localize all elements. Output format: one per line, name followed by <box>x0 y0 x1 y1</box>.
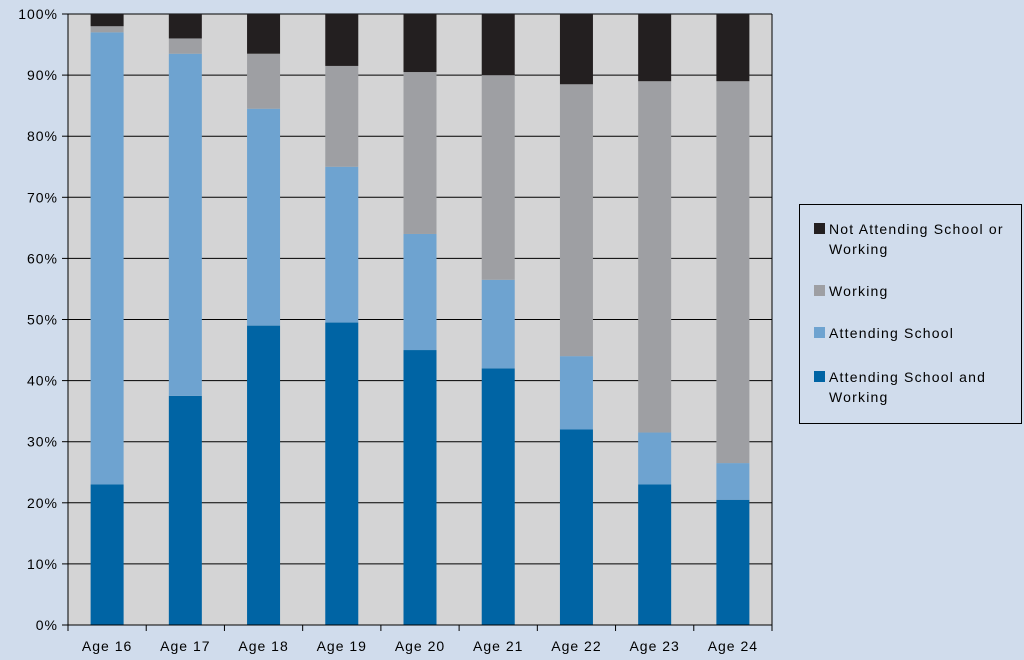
y-tick-label: 10% <box>27 556 58 572</box>
legend-item-working: Working <box>814 281 1019 301</box>
x-tick-label: Age 23 <box>629 638 679 654</box>
y-tick-label: 50% <box>27 312 58 328</box>
bar-segment <box>559 429 593 625</box>
bar-segment <box>247 325 281 625</box>
y-tick-label: 60% <box>27 250 58 266</box>
x-tick-label: Age 22 <box>551 638 601 654</box>
bar-segment <box>90 484 124 625</box>
legend-item-not-attending: Not Attending School or Working <box>814 219 1019 259</box>
y-tick-label: 100% <box>18 6 58 22</box>
y-tick-label: 90% <box>27 67 58 83</box>
bar-segment <box>90 32 124 485</box>
legend-swatch <box>814 285 825 296</box>
bar-segment <box>481 279 515 369</box>
bar-segment <box>481 368 515 625</box>
x-tick-label: Age 18 <box>238 638 288 654</box>
bar-segment <box>716 463 750 500</box>
bar-segment <box>168 395 202 625</box>
x-tick-label: Age 16 <box>82 638 132 654</box>
legend-item-attending-school: Attending School <box>814 323 1019 343</box>
bar-segment <box>716 81 750 464</box>
bar-segment <box>716 14 750 82</box>
legend-label: Attending School <box>829 325 955 341</box>
bar-segment <box>481 14 515 76</box>
bar-segment <box>90 26 124 33</box>
bar-segment <box>638 81 672 433</box>
bar-segment <box>325 322 359 625</box>
bar-segment <box>168 38 202 54</box>
bar-segment <box>247 108 281 326</box>
y-tick-label: 30% <box>27 434 58 450</box>
bar-segment <box>403 72 437 234</box>
bar-segment <box>638 484 672 625</box>
bar-segment <box>638 14 672 82</box>
legend-label: Not Attending School or Working <box>829 221 1004 257</box>
bar-segment <box>403 14 437 73</box>
bar-segment <box>247 14 281 54</box>
bar-segment <box>716 499 750 625</box>
bar-segment <box>325 14 359 66</box>
legend-label: Working <box>829 283 889 299</box>
x-tick-label: Age 19 <box>317 638 367 654</box>
x-tick-label: Age 24 <box>708 638 758 654</box>
bar-segment <box>90 14 124 27</box>
bar-segment <box>559 84 593 357</box>
y-tick-label: 0% <box>36 617 58 633</box>
chart-legend: Not Attending School or Working Working … <box>799 204 1022 424</box>
bar-segment <box>325 65 359 167</box>
x-tick-label: Age 17 <box>160 638 210 654</box>
bar-segment <box>638 432 672 485</box>
legend-swatch <box>814 371 825 382</box>
legend-label: Attending School and Working <box>829 369 987 405</box>
y-tick-label: 80% <box>27 128 58 144</box>
legend-swatch <box>814 327 825 338</box>
y-tick-label: 70% <box>27 189 58 205</box>
bar-segment <box>559 14 593 85</box>
legend-swatch <box>814 223 825 234</box>
legend-item-attending-and-working: Attending School and Working <box>814 367 1019 407</box>
x-tick-label: Age 21 <box>473 638 523 654</box>
bar-segment <box>403 233 437 351</box>
x-tick-label: Age 20 <box>395 638 445 654</box>
y-tick-label: 40% <box>27 373 58 389</box>
bar-segment <box>403 350 437 625</box>
bar-segment <box>247 53 281 109</box>
bar-segment <box>325 166 359 323</box>
bar-segment <box>481 75 515 280</box>
bar-segment <box>168 53 202 396</box>
bar-segment <box>559 356 593 430</box>
y-tick-label: 20% <box>27 495 58 511</box>
bar-segment <box>168 14 202 39</box>
